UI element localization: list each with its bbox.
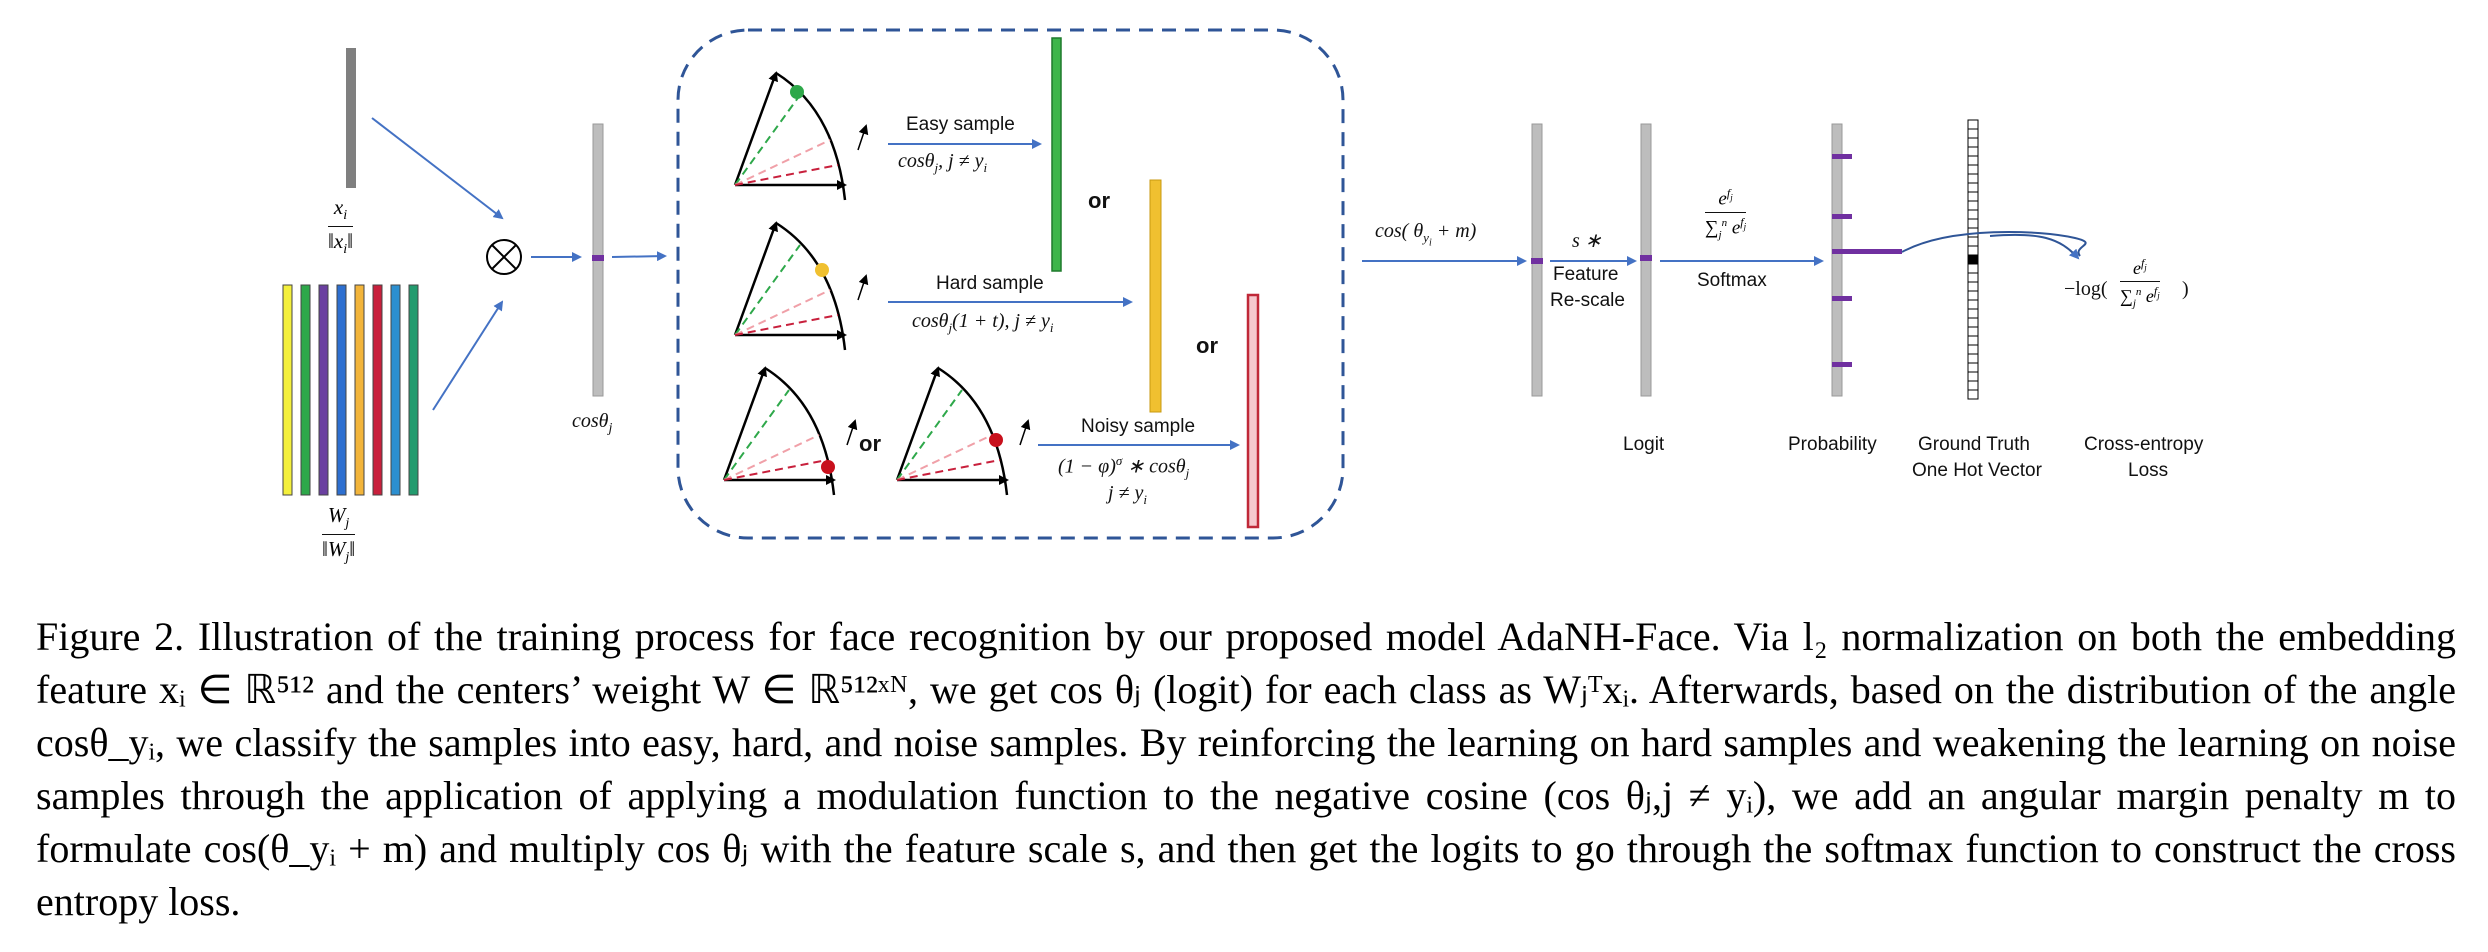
one-hot-cell: [1967, 218, 1979, 229]
one-hot-cell: [1967, 272, 1979, 283]
margin-formula: cos( θyi + m): [1375, 220, 1477, 249]
ground-truth-label-1: Ground Truth: [1918, 434, 2030, 455]
matmul-symbol: [486, 239, 522, 275]
one-hot-cell: [1967, 389, 1979, 400]
one-hot-cell: [1967, 326, 1979, 337]
diagram-graphics: [282, 28, 2087, 540]
noisy-sample-condition: j ≠ yi: [1108, 482, 1148, 507]
scale-symbol: s ∗: [1572, 230, 1602, 252]
one-hot-cell: [1967, 209, 1979, 220]
one-hot-cell: [1967, 362, 1979, 373]
feature-rescale-label-1: Feature: [1553, 264, 1619, 285]
one-hot-cell: [1967, 155, 1979, 166]
one-hot-cell: [1967, 344, 1979, 355]
weight-normalization-label: Wj ‖Wj‖: [322, 503, 356, 566]
or-label-3: or: [859, 431, 881, 456]
softmax-fraction: efj ∑jn efj: [1705, 186, 1747, 242]
one-hot-cell: [1967, 173, 1979, 184]
feature-vector-bar: [346, 48, 356, 188]
probability-bar: [1831, 123, 1843, 397]
logit-column-label: Logit: [1623, 434, 1665, 455]
caption-text: Figure 2. Illustration of the training p…: [36, 614, 2456, 924]
loss-label-2: Loss: [2128, 460, 2169, 481]
hard-sample-formula: cosθj(1 + t), j ≠ yi: [912, 310, 1054, 335]
one-hot-cell: [1967, 119, 1979, 130]
probability-column-label: Probability: [1788, 434, 1877, 455]
noisy-sample-formula: (1 − φ)σ ∗ cosθj: [1058, 453, 1190, 481]
one-hot-cell: [1967, 299, 1979, 310]
noisy-sample-bar: [1246, 293, 1260, 529]
noisy-sample-angle-glyph-left: [722, 366, 858, 496]
one-hot-cell: [1967, 182, 1979, 193]
one-hot-cell: [1967, 380, 1979, 391]
or-label-2: or: [1196, 333, 1218, 358]
one-hot-cell: [1967, 146, 1979, 157]
one-hot-cell: [1967, 308, 1979, 319]
one-hot-cell: [1967, 236, 1979, 247]
loss-close-paren: ): [2182, 278, 2189, 300]
feature-normalization-label: xi ‖xi‖: [328, 195, 354, 258]
hard-sample-bar: [1149, 179, 1162, 413]
feature-rescale-label-2: Re-scale: [1550, 290, 1625, 311]
softmax-label: Softmax: [1697, 270, 1767, 291]
one-hot-cell: [1967, 200, 1979, 211]
easy-sample-formula: cosθj, j ≠ yi: [898, 150, 988, 175]
training-diagram: xi ‖xi‖ Wj ‖Wj‖ cosθj Easy sample cosθj,…: [282, 28, 2204, 566]
one-hot-cell: [1967, 164, 1979, 175]
one-hot-cell: [1967, 371, 1979, 382]
one-hot-cell: [1967, 263, 1979, 274]
loss-label-1: Cross-entropy: [2084, 434, 2204, 455]
ground-truth-label-2: One Hot Vector: [1912, 460, 2042, 481]
or-label-1: or: [1088, 188, 1110, 213]
easy-sample-label: Easy sample: [906, 114, 1015, 135]
one-hot-cell: [1967, 353, 1979, 364]
hard-sample-angle-glyph: [733, 221, 869, 351]
probability-ticks: [1832, 154, 1902, 367]
one-hot-cell: [1967, 335, 1979, 346]
loss-fraction: efj ∑jn efj: [2120, 256, 2160, 310]
weight-matrix-bars: [282, 284, 419, 496]
one-hot-cell: [1967, 245, 1979, 256]
noisy-sample-label: Noisy sample: [1081, 416, 1196, 437]
one-hot-cell: [1967, 317, 1979, 328]
one-hot-active-cell: [1967, 254, 1979, 265]
one-hot-cell: [1967, 128, 1979, 139]
loss-formula: −log(: [2064, 278, 2108, 300]
one-hot-cell: [1967, 191, 1979, 202]
one-hot-cell: [1967, 290, 1979, 301]
figure-caption: Figure 2. Illustration of the training p…: [36, 610, 2456, 928]
easy-sample-angle-glyph: [733, 71, 869, 201]
one-hot-cell: [1967, 281, 1979, 292]
sample-classification-box: [676, 28, 1345, 540]
hard-sample-label: Hard sample: [936, 273, 1044, 294]
one-hot-vector: [1967, 119, 1979, 400]
noisy-sample-angle-glyph-right: [895, 366, 1031, 496]
easy-sample-bar: [1051, 37, 1062, 272]
one-hot-cell: [1967, 137, 1979, 148]
cos-theta-label: cosθj: [572, 410, 613, 436]
